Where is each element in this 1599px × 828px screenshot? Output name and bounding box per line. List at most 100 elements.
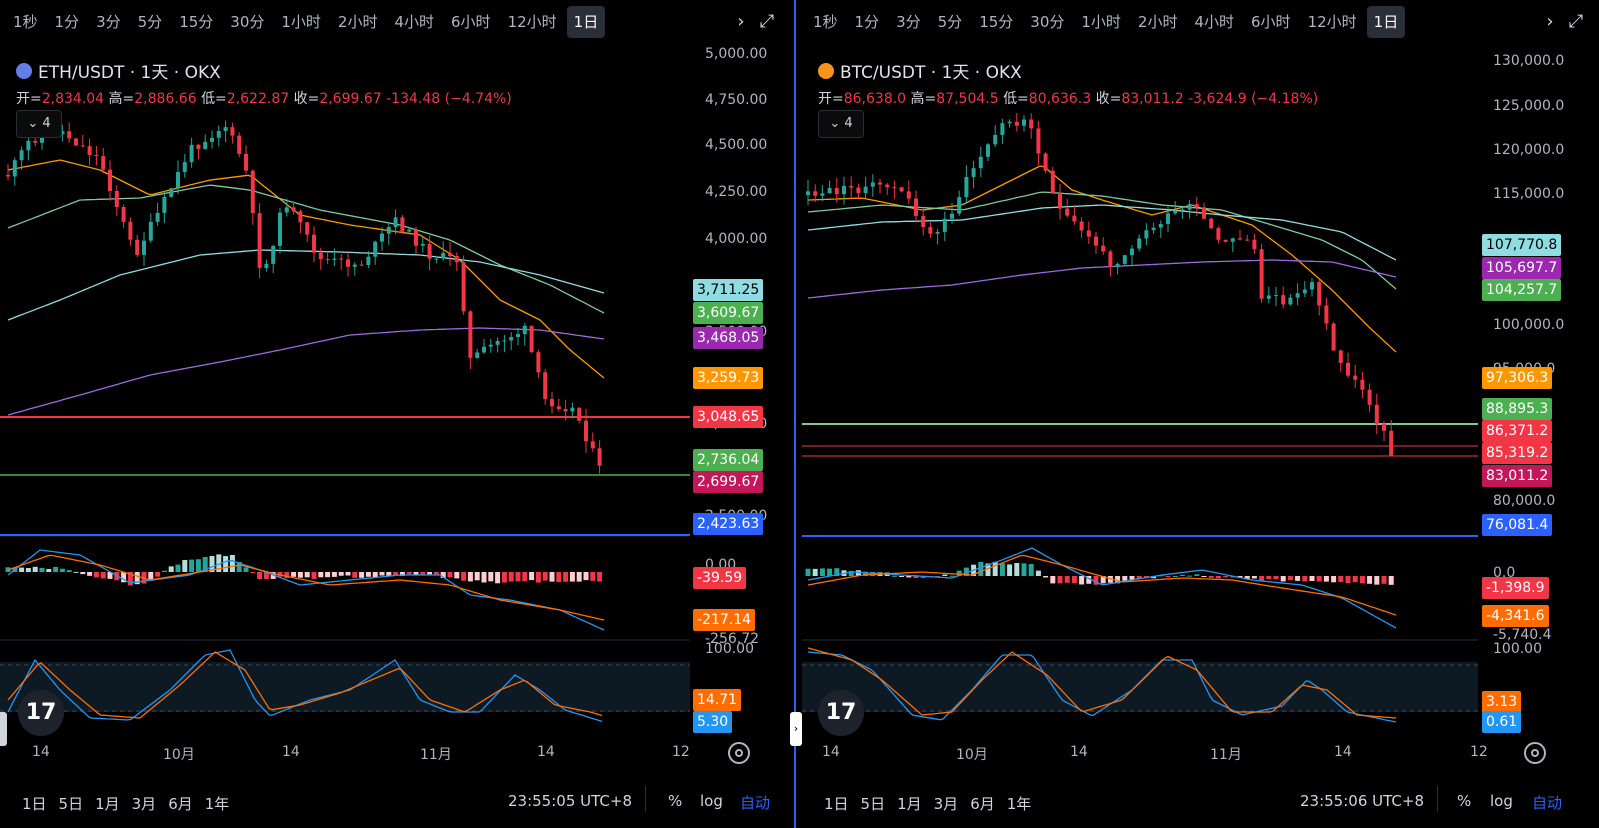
macd-bar: [1093, 576, 1099, 585]
gear-icon[interactable]: [1524, 742, 1546, 764]
range-2[interactable]: 1月: [95, 794, 120, 813]
interval-10[interactable]: 12小时: [507, 13, 557, 31]
interval-6[interactable]: 1小时: [281, 13, 321, 31]
range-2[interactable]: 1月: [897, 794, 922, 813]
interval-1[interactable]: 1分: [854, 13, 880, 31]
macd-bar: [406, 572, 412, 575]
interval-4[interactable]: 15分: [179, 13, 214, 31]
candle-body: [1007, 121, 1012, 124]
macd-bar: [19, 567, 25, 572]
macd-bar: [999, 563, 1005, 576]
candle-body: [928, 227, 933, 234]
macd-bar: [508, 572, 514, 582]
interval-9[interactable]: 6小时: [451, 13, 491, 31]
interval-11[interactable]: 1日: [1366, 6, 1406, 38]
macd-bar: [148, 572, 154, 580]
macd-bar: [1086, 576, 1092, 584]
auto-scale-toggle[interactable]: 自动: [740, 794, 771, 812]
pane-divider[interactable]: ›: [790, 0, 802, 828]
indicators-toggle[interactable]: ⌄ 4: [818, 110, 864, 138]
macd-bar: [899, 576, 905, 577]
interval-8[interactable]: 4小时: [1194, 13, 1235, 31]
side-panel-handle[interactable]: [0, 712, 7, 746]
chevron-right-icon[interactable]: ›: [1546, 11, 1554, 32]
macd-bar: [202, 557, 208, 572]
interval-5[interactable]: 30分: [230, 13, 265, 31]
range-4[interactable]: 6月: [970, 794, 995, 813]
tradingview-logo-icon[interactable]: 17: [818, 690, 864, 736]
macd-bar: [1050, 576, 1056, 584]
symbol-legend[interactable]: BTC/USDT · 1天 · OKX: [818, 58, 1022, 83]
chevron-right-icon[interactable]: ›: [790, 712, 802, 746]
interval-5[interactable]: 30分: [1030, 13, 1065, 31]
interval-10[interactable]: 12小时: [1307, 13, 1357, 31]
interval-7[interactable]: 2小时: [1137, 13, 1178, 31]
macd-bar: [25, 567, 31, 572]
range-1[interactable]: 5日: [860, 794, 886, 813]
macd-bar: [1338, 576, 1344, 582]
interval-3[interactable]: 5分: [937, 13, 963, 31]
fullscreen-icon[interactable]: ⤢: [1568, 11, 1584, 32]
candle-body: [1374, 404, 1379, 424]
macd-bar: [1079, 576, 1085, 585]
macd-axis-label: -256.72: [705, 631, 760, 647]
range-1[interactable]: 5日: [58, 794, 84, 813]
interval-0[interactable]: 1秒: [13, 13, 38, 31]
interval-7[interactable]: 2小时: [337, 13, 378, 31]
candle-body: [1331, 323, 1336, 351]
range-0[interactable]: 1日: [22, 794, 47, 813]
interval-2[interactable]: 3分: [96, 13, 121, 31]
chart-pane-btc[interactable]: 1秒 1分 3分 5分 15分 30分 1小时 2小时 4小时 6小时 12小时 1日 › ⤢ BTC…: [802, 0, 1599, 828]
range-3[interactable]: 3月: [933, 794, 959, 813]
range-3[interactable]: 3月: [131, 794, 157, 813]
candle-body: [94, 155, 99, 157]
candle-body: [12, 160, 17, 177]
interval-0[interactable]: 1秒: [813, 13, 838, 31]
candle-body: [74, 138, 78, 146]
interval-3[interactable]: 5分: [137, 13, 163, 31]
symbol-legend[interactable]: ETH/USDT · 1天 · OKX: [16, 58, 221, 83]
macd-bar: [59, 568, 65, 572]
interval-1[interactable]: 1分: [54, 13, 80, 31]
range-0[interactable]: 1日: [824, 794, 849, 813]
macd-bar: [182, 559, 188, 572]
interval-4[interactable]: 15分: [979, 13, 1014, 31]
indicators-toggle[interactable]: ⌄ 4: [16, 110, 62, 138]
log-toggle[interactable]: log: [1490, 792, 1513, 810]
interval-2[interactable]: 3分: [896, 13, 921, 31]
moving-average-line: [807, 204, 1397, 261]
range-5[interactable]: 1年: [1006, 794, 1032, 813]
candle-body: [1158, 223, 1163, 228]
candle-body: [827, 188, 832, 194]
range-4[interactable]: 6月: [168, 794, 193, 813]
candle-body: [584, 420, 588, 442]
macd-bar: [805, 568, 811, 576]
candle-body: [1389, 430, 1394, 456]
btc-chart-canvas[interactable]: [802, 44, 1599, 774]
macd-bar: [978, 561, 984, 576]
macd-bar: [1057, 576, 1063, 584]
candle-body: [468, 311, 473, 358]
range-5[interactable]: 1年: [204, 794, 230, 813]
macd-bar: [1064, 576, 1070, 583]
percent-toggle[interactable]: %: [1457, 792, 1472, 810]
interval-11[interactable]: 1日: [566, 6, 606, 38]
chevron-right-icon[interactable]: ›: [737, 11, 745, 32]
interval-9[interactable]: 6小时: [1251, 13, 1291, 31]
candle-body: [223, 127, 228, 131]
gear-icon[interactable]: [728, 742, 750, 764]
percent-toggle[interactable]: %: [668, 792, 683, 810]
auto-scale-toggle[interactable]: 自动: [1532, 794, 1563, 812]
price-tag: 2,423.63: [693, 513, 764, 535]
tradingview-logo-icon[interactable]: 17: [18, 690, 64, 736]
interval-6[interactable]: 1小时: [1081, 13, 1121, 31]
candle-body: [393, 217, 398, 228]
fullscreen-icon[interactable]: ⤢: [759, 11, 775, 32]
candle-body: [1058, 193, 1062, 209]
eth-chart-canvas[interactable]: [0, 44, 790, 774]
log-toggle[interactable]: log: [700, 792, 723, 810]
chart-pane-eth[interactable]: 1秒 1分 3分 5分 15分 30分 1小时 2小时 4小时 6小时 12小时 1日 › ⤢ ETH…: [0, 0, 790, 828]
candle-body: [543, 372, 548, 400]
price-tag: 88,895.3: [1482, 398, 1553, 420]
interval-8[interactable]: 4小时: [394, 13, 435, 31]
